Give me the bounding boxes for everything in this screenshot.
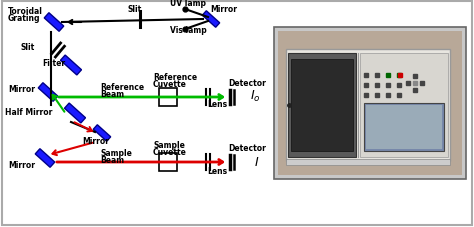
Text: Half Mirror: Half Mirror: [5, 108, 52, 116]
Text: Mirror: Mirror: [8, 160, 35, 169]
Text: Reference: Reference: [100, 83, 144, 92]
Bar: [366, 106, 442, 149]
Text: Mirror: Mirror: [210, 5, 237, 14]
Text: Sample: Sample: [100, 148, 132, 157]
Text: Mirror: Mirror: [8, 85, 35, 94]
Text: Lens: Lens: [207, 100, 227, 109]
Bar: [35, 149, 55, 168]
Text: Lens: Lens: [207, 166, 227, 175]
Bar: [159, 153, 177, 171]
Bar: [360, 54, 448, 157]
Text: Detector: Detector: [228, 143, 266, 152]
Text: Reference: Reference: [153, 73, 197, 82]
Text: Detector: Detector: [228, 79, 266, 88]
Text: UV lamp: UV lamp: [170, 0, 206, 8]
Text: Cuvette: Cuvette: [153, 147, 187, 156]
Text: $I_o$: $I_o$: [250, 89, 261, 104]
Bar: [38, 83, 58, 102]
Text: $I$: $I$: [254, 155, 259, 168]
Text: Beam: Beam: [100, 155, 124, 164]
Bar: [288, 54, 356, 157]
Text: Sample: Sample: [153, 140, 185, 149]
Bar: [44, 14, 64, 32]
Bar: [93, 125, 111, 142]
Text: Filter: Filter: [42, 59, 65, 68]
Bar: [202, 12, 219, 28]
Text: Slit: Slit: [20, 43, 34, 52]
Text: Mirror: Mirror: [82, 136, 109, 145]
Bar: [286, 50, 450, 161]
Text: Grating: Grating: [8, 14, 40, 23]
Text: Beam: Beam: [100, 90, 124, 99]
Text: Toroidal: Toroidal: [8, 7, 43, 16]
Bar: [274, 28, 466, 179]
Bar: [278, 32, 462, 175]
Bar: [291, 60, 353, 151]
Bar: [61, 56, 82, 76]
Bar: [64, 104, 85, 123]
Text: Vis lamp: Vis lamp: [170, 26, 207, 35]
Bar: [286, 159, 450, 165]
Text: Cuvette: Cuvette: [153, 80, 187, 89]
Bar: [159, 89, 177, 106]
Text: Slit: Slit: [127, 5, 141, 14]
Bar: [364, 104, 444, 151]
